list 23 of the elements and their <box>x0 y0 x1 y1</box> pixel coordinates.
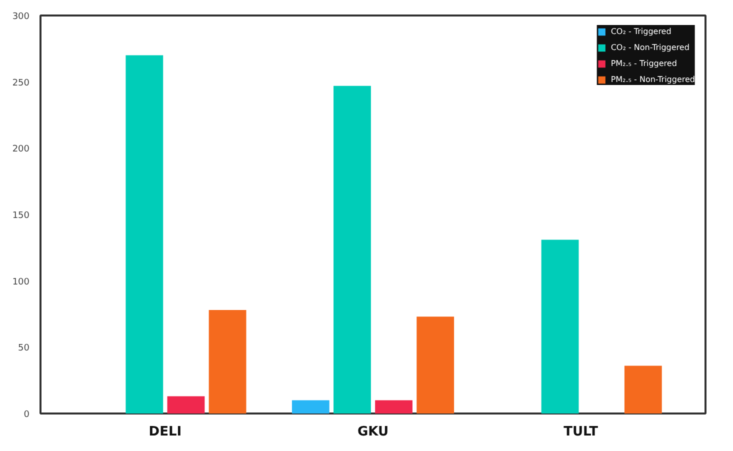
x-tick-label: DELI <box>148 424 182 440</box>
legend-label: CO₂ - Non-Triggered <box>610 42 690 53</box>
bar <box>126 55 164 414</box>
bar <box>167 396 205 414</box>
y-tick-label: 200 <box>12 144 30 155</box>
legend-label: PM₂.₅ - Triggered <box>610 58 677 69</box>
bar <box>375 400 412 414</box>
x-tick-label: TULT <box>564 424 598 440</box>
y-tick-label: 250 <box>12 78 30 88</box>
bar <box>416 316 454 414</box>
y-tick-label: 50 <box>18 344 30 354</box>
y-tick-label: 150 <box>12 211 30 221</box>
y-tick-label: 300 <box>12 12 30 22</box>
bar <box>208 310 246 414</box>
y-tick-label: 100 <box>12 277 30 288</box>
bar <box>334 86 371 414</box>
bar <box>292 400 330 414</box>
bar <box>541 240 579 414</box>
bar <box>624 366 662 414</box>
x-tick-label: GKU <box>357 424 389 440</box>
y-tick-label: 0 <box>24 410 30 420</box>
legend-label: PM₂.₅ - Non-Triggered <box>610 74 695 85</box>
legend-label: CO₂ - Triggered <box>610 26 672 37</box>
